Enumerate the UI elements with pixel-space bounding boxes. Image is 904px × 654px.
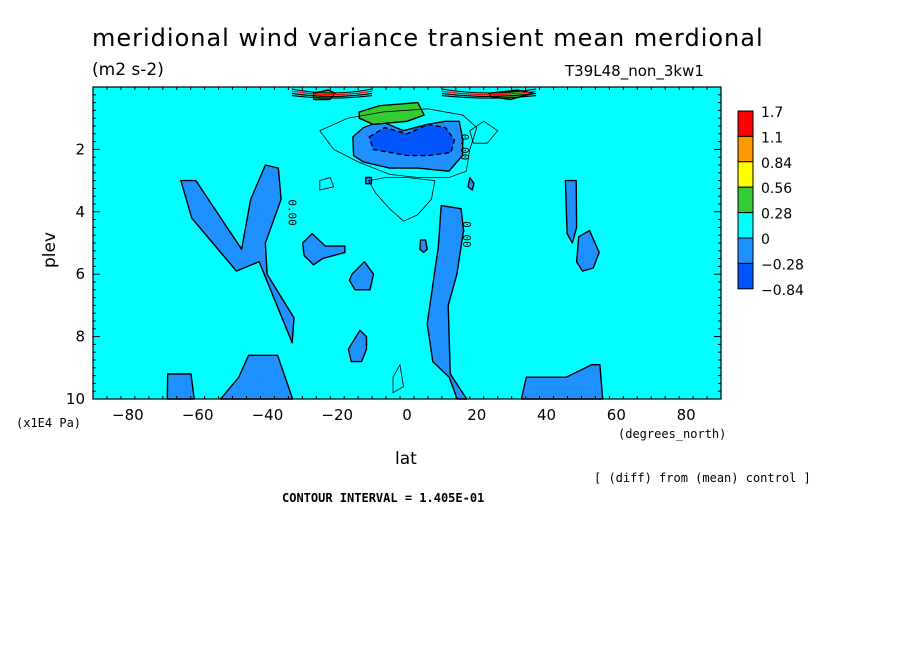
top-contour-line-1-0 bbox=[441, 88, 537, 94]
y-tick-label: 2 bbox=[75, 140, 85, 158]
colorbar-swatch bbox=[737, 110, 754, 137]
colorbar-swatch bbox=[737, 237, 754, 264]
contour-region-neg-blob-c bbox=[347, 329, 368, 363]
contour-region-pos-green-mid bbox=[358, 101, 425, 126]
top-contour-line-0-1 bbox=[291, 90, 373, 96]
contour-region-neg-sh-bottom2 bbox=[166, 373, 195, 400]
y-tick-label: 8 bbox=[75, 328, 85, 346]
contour-region-neg-blob-a bbox=[302, 232, 346, 266]
top-contour-line-0-2 bbox=[291, 92, 373, 97]
colorbar-label: −0.28 bbox=[761, 257, 804, 273]
colorbar-label: 0.28 bbox=[761, 207, 792, 223]
top-contour-line-0-3 bbox=[291, 95, 373, 99]
contour-line-thin-eq-upper bbox=[319, 108, 478, 178]
x-tick-label: 0 bbox=[402, 406, 412, 424]
run-label: T39L48_non_3kw1 bbox=[564, 62, 704, 81]
contour-line-thin-right bbox=[469, 120, 499, 144]
x-tick-label: 40 bbox=[537, 406, 556, 424]
contour-interval: CONTOUR INTERVAL = 1.405E-01 bbox=[282, 491, 484, 505]
colorbar-label: 1.1 bbox=[761, 130, 783, 146]
colorbar-label: 1.7 bbox=[761, 105, 783, 121]
y-axis-units: (x1E4 Pa) bbox=[16, 416, 81, 430]
colorbar-swatch bbox=[737, 262, 754, 290]
colorbar-swatch bbox=[737, 212, 754, 239]
x-tick-label: −40 bbox=[252, 406, 284, 424]
colorbar-swatch bbox=[737, 135, 754, 163]
contour-region-neg-nh-blob bbox=[575, 229, 600, 272]
top-contour-line-1-2 bbox=[441, 92, 537, 97]
contour-region-neg-blob-b bbox=[348, 261, 375, 291]
top-contour-line-1-1 bbox=[441, 90, 537, 96]
y-tick-label: 6 bbox=[75, 265, 85, 283]
contour-label-1: 0.00 bbox=[458, 134, 471, 161]
contour-label-2: 0.00 bbox=[460, 221, 473, 248]
x-axis-units: (degrees_north) bbox=[618, 427, 726, 441]
chart-units: (m2 s-2) bbox=[92, 60, 164, 80]
contour-line-thin-eq-lower bbox=[367, 177, 436, 222]
contour-line-thin-bottom bbox=[392, 363, 404, 394]
contour-region-neg-eq-core bbox=[368, 123, 456, 157]
x-tick-label: 60 bbox=[607, 406, 626, 424]
x-tick-label: −20 bbox=[321, 406, 353, 424]
contour-region-neg-sh-mid bbox=[180, 164, 295, 344]
y-tick-label: 4 bbox=[75, 203, 85, 221]
x-tick-label: 80 bbox=[677, 406, 696, 424]
x-axis-label: lat bbox=[395, 449, 417, 469]
top-contour-band bbox=[291, 88, 537, 99]
chart-title: meridional wind variance transient mean … bbox=[92, 24, 764, 52]
contour-label-0: 0.00 bbox=[285, 199, 298, 226]
contour-region-neg-blob-f bbox=[467, 176, 475, 191]
colorbar-label: 0 bbox=[761, 232, 770, 248]
contour-line-thin-left bbox=[319, 177, 335, 191]
x-tick-label: −80 bbox=[112, 406, 144, 424]
y-axis-label: plev bbox=[40, 232, 60, 268]
x-tick-label: −60 bbox=[182, 406, 214, 424]
axis-ticks: −80 −60 −40 −20 0 20 40 60 80 2 4 6 8 10 bbox=[66, 86, 722, 424]
top-contour-line-1-3 bbox=[441, 95, 537, 99]
contour-region-neg-nh-column bbox=[564, 179, 578, 244]
colorbar-swatch bbox=[737, 186, 754, 214]
colorbar-legend: 1.7 1.1 0.84 0.56 0.28 0 −0.28 −0.84 bbox=[737, 105, 804, 299]
colorbar-label: 0.84 bbox=[761, 156, 792, 172]
diff-note: [ (diff) from (mean) control ] bbox=[594, 471, 811, 485]
colorbar-label: 0.56 bbox=[761, 181, 792, 197]
top-contour-line-0-0 bbox=[291, 88, 373, 94]
y-tick-label: 10 bbox=[66, 390, 85, 408]
x-tick-label: 20 bbox=[467, 406, 486, 424]
colorbar-label: −0.84 bbox=[761, 283, 804, 299]
colorbar-swatch bbox=[737, 161, 754, 188]
plot-area: 0.00 0.00 0.00 bbox=[92, 86, 722, 400]
contour-region-neg-blob-d bbox=[419, 239, 428, 254]
